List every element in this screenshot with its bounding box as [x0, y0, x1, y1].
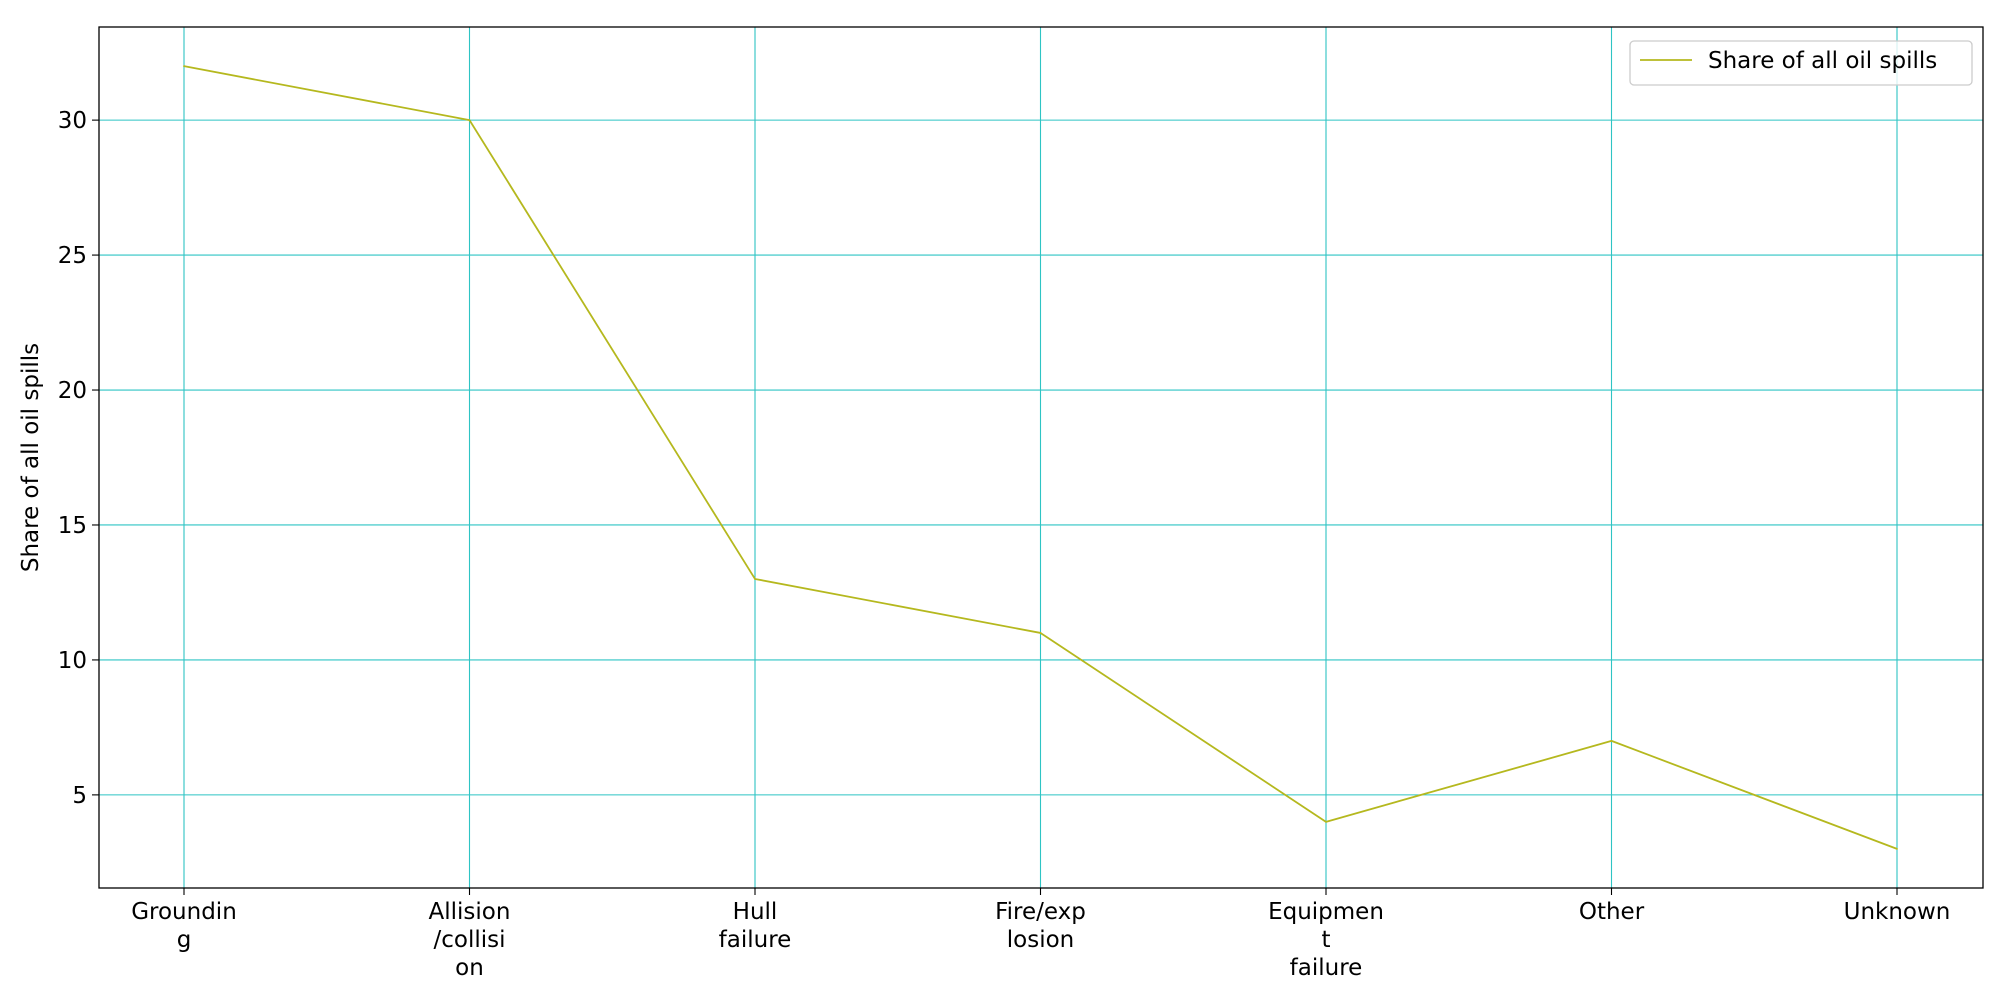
data-point — [183, 65, 185, 68]
legend-label: Share of all oil spills — [1708, 48, 1937, 74]
data-point — [1039, 632, 1042, 634]
y-axis-label: Share of all oil spills — [18, 343, 44, 572]
x-tick-label-line: losion — [1007, 927, 1074, 953]
series-layer — [183, 65, 1898, 850]
x-tick-label-line: Hull — [733, 899, 778, 925]
x-tick-label-line: Fire/exp — [995, 899, 1086, 925]
x-tick-label-line: t — [1321, 927, 1330, 953]
x-tick-label-line: Equipmen — [1268, 899, 1384, 925]
x-tick-label-line: /collisi — [433, 927, 505, 953]
x-tick-label: Unknown — [1844, 899, 1951, 925]
grid — [99, 27, 1983, 888]
x-tick-label: Other — [1579, 899, 1645, 925]
x-tick-label-line: Allision — [429, 899, 511, 925]
legend: Share of all oil spills — [1629, 40, 1973, 86]
data-point — [1610, 740, 1613, 742]
y-tick-label: 15 — [58, 513, 87, 539]
data-point — [754, 578, 756, 580]
x-tick-label-line: failure — [719, 927, 792, 953]
y-tick-label: 25 — [58, 243, 87, 269]
y-axis-ticks: 5 10 15 20 25 30 — [58, 108, 99, 809]
x-tick-label: Groundin g — [131, 899, 237, 953]
x-tick-label-line: g — [177, 927, 192, 953]
x-tick-label-line: Other — [1579, 899, 1645, 925]
y-tick-label: 10 — [58, 648, 87, 674]
x-tick-label-line: failure — [1290, 955, 1363, 981]
x-tick-label: Allision/collisi on — [429, 899, 511, 981]
x-tick-label-line: Groundin — [131, 899, 237, 925]
data-point — [1896, 847, 1898, 850]
legend-box — [1629, 40, 1973, 86]
x-tick-label-line: on — [455, 955, 484, 981]
x-tick-label: Equipmen t failure — [1268, 899, 1384, 981]
x-tick-label-line: Unknown — [1844, 899, 1951, 925]
data-point — [1325, 820, 1327, 823]
x-tick-label: Hull failure — [719, 899, 792, 953]
y-tick-label: 20 — [58, 378, 87, 404]
y-tick-label: 5 — [72, 783, 87, 809]
y-tick-label: 30 — [58, 108, 87, 134]
data-point — [468, 119, 471, 122]
x-tick-label: Fire/exp losion — [995, 899, 1086, 953]
